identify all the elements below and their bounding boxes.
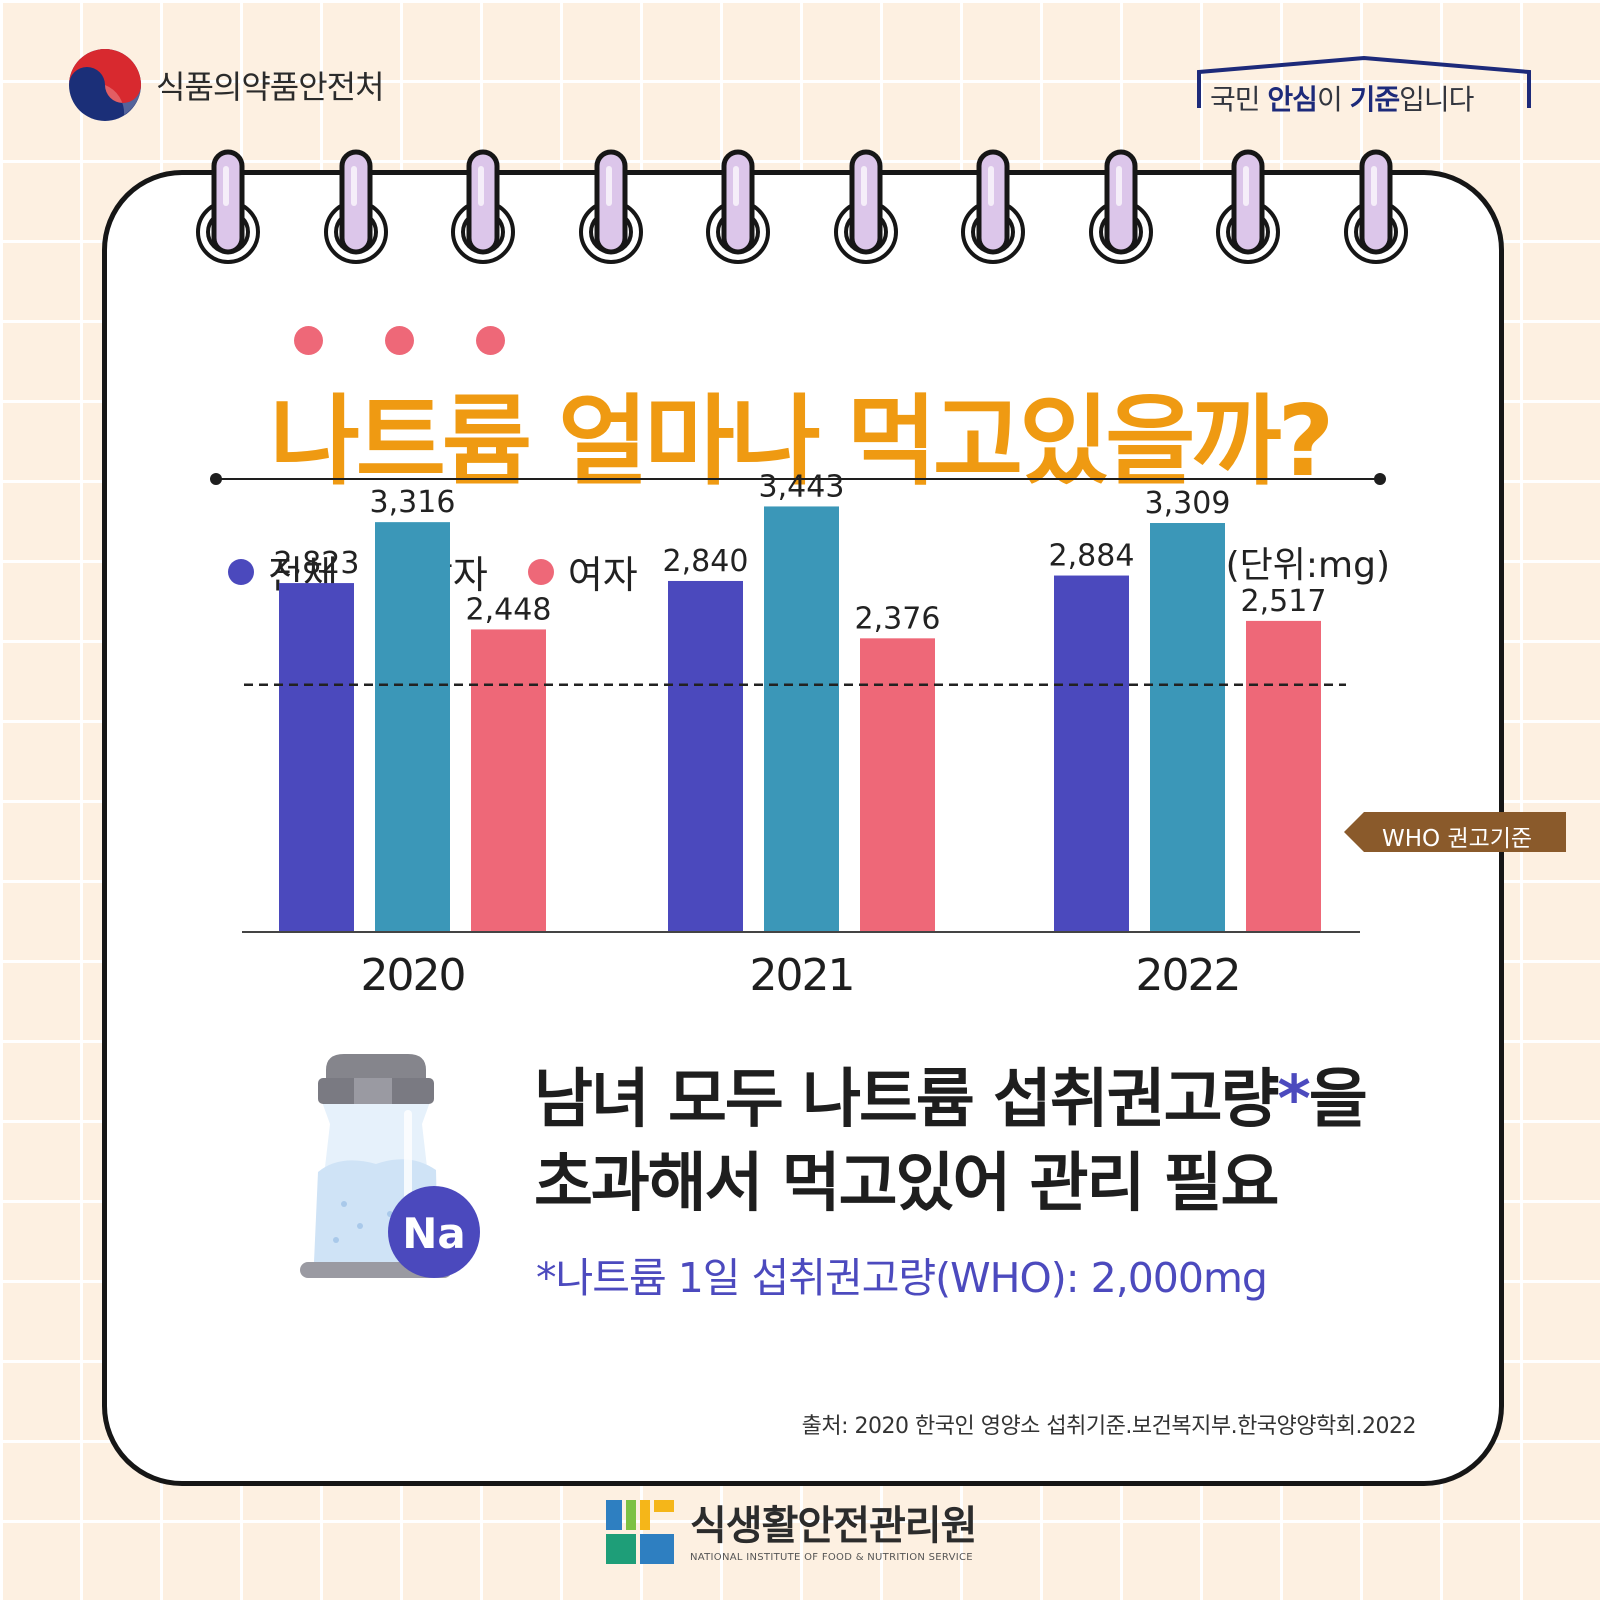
message-line-2: 초과해서 먹고있어 관리 필요 bbox=[534, 1147, 1279, 1221]
salt-shaker-illustration: Na bbox=[300, 1054, 496, 1294]
taegeuk-logo-icon bbox=[69, 49, 141, 121]
agency-name: 식품의약품안전처 bbox=[156, 68, 385, 106]
spiral-ring-icon bbox=[323, 148, 388, 268]
key-message: 남녀 모두 나트륨 섭취권고량*을 초과해서 먹고있어 관리 필요 bbox=[534, 1058, 1434, 1226]
spiral-ring-icon bbox=[196, 148, 260, 268]
who-reference-label: WHO 권고기준 bbox=[1382, 826, 1533, 852]
footer-name-kr: 식생활안전관리원 bbox=[690, 1502, 977, 1549]
title-divider bbox=[216, 478, 1380, 480]
divider-end-dot bbox=[1374, 473, 1386, 485]
dot-icon bbox=[385, 326, 414, 355]
divider-end-dot bbox=[210, 473, 222, 485]
slogan-roof-icon bbox=[1197, 56, 1531, 108]
spiral-ring-icon bbox=[1343, 148, 1408, 268]
sodium-badge: Na bbox=[402, 1209, 466, 1258]
unit-label: (단위:mg) bbox=[1225, 545, 1390, 586]
spiral-ring-icon bbox=[961, 148, 1025, 268]
footer-name-en: NATIONAL INSTITUTE OF FOOD & NUTRITION S… bbox=[690, 1551, 973, 1563]
legend-label: 여자 bbox=[567, 553, 638, 597]
legend-swatch bbox=[527, 558, 554, 585]
nifs-logo-icon bbox=[606, 1500, 674, 1564]
legend-swatch bbox=[377, 558, 404, 585]
message-line-1: 남녀 모두 나트륨 섭취권고량*을 bbox=[534, 1058, 1434, 1142]
spiral-ring-icon bbox=[706, 148, 770, 268]
dot-icon bbox=[294, 326, 323, 355]
slogan-part: 이 bbox=[1316, 83, 1350, 116]
who-reference-tag: WHO 권고기준 bbox=[1344, 812, 1566, 852]
slogan-emphasis: 안심 bbox=[1267, 83, 1318, 116]
page-title: 나트륨 얼마나 먹고있을까? bbox=[269, 385, 1335, 499]
spiral-ring-icon bbox=[1216, 148, 1280, 268]
salt-shaker-icon: Na bbox=[300, 1054, 480, 1278]
message-text: 남녀 모두 나트륨 섭취권고량 bbox=[534, 1063, 1279, 1137]
slogan-emphasis: 기준 bbox=[1349, 83, 1401, 116]
title-dots bbox=[294, 326, 505, 355]
legend-item-male: 남자 bbox=[377, 544, 488, 599]
footer-brand: 식생활안전관리원 NATIONAL INSTITUTE OF FOOD & NU… bbox=[606, 1496, 977, 1570]
chart-legend: 전체 남자 여자 bbox=[228, 544, 678, 599]
spiral-ring-icon bbox=[451, 148, 515, 268]
spiral-ring-icon bbox=[833, 148, 898, 268]
legend-item-female: 여자 bbox=[527, 544, 638, 599]
slogan: 국민 안심이 기준입니다 bbox=[1196, 56, 1532, 118]
source-citation: 출처: 2020 한국인 영양소 섭취기준.보건복지부.한국양양학회.2022 bbox=[801, 1414, 1417, 1439]
message-text: 을 bbox=[1308, 1063, 1368, 1137]
slogan-part: 국민 bbox=[1210, 83, 1268, 116]
legend-swatch bbox=[228, 558, 254, 585]
message-asterisk: * bbox=[1277, 1063, 1310, 1137]
dot-icon bbox=[476, 326, 505, 355]
who-footnote: *나트륨 1일 섭취권고량(WHO): 2,000mg bbox=[536, 1254, 1268, 1302]
tag-shape-icon bbox=[1344, 812, 1566, 852]
legend-item-total: 전체 bbox=[228, 544, 338, 599]
spiral-ring-icon bbox=[578, 148, 643, 268]
slogan-part: 입니다 bbox=[1399, 83, 1474, 116]
spiral-ring-icon bbox=[1088, 148, 1153, 268]
legend-label: 남자 bbox=[417, 553, 488, 597]
agency-brand: 식품의약품안전처 bbox=[68, 48, 385, 122]
legend-label: 전체 bbox=[268, 553, 338, 597]
